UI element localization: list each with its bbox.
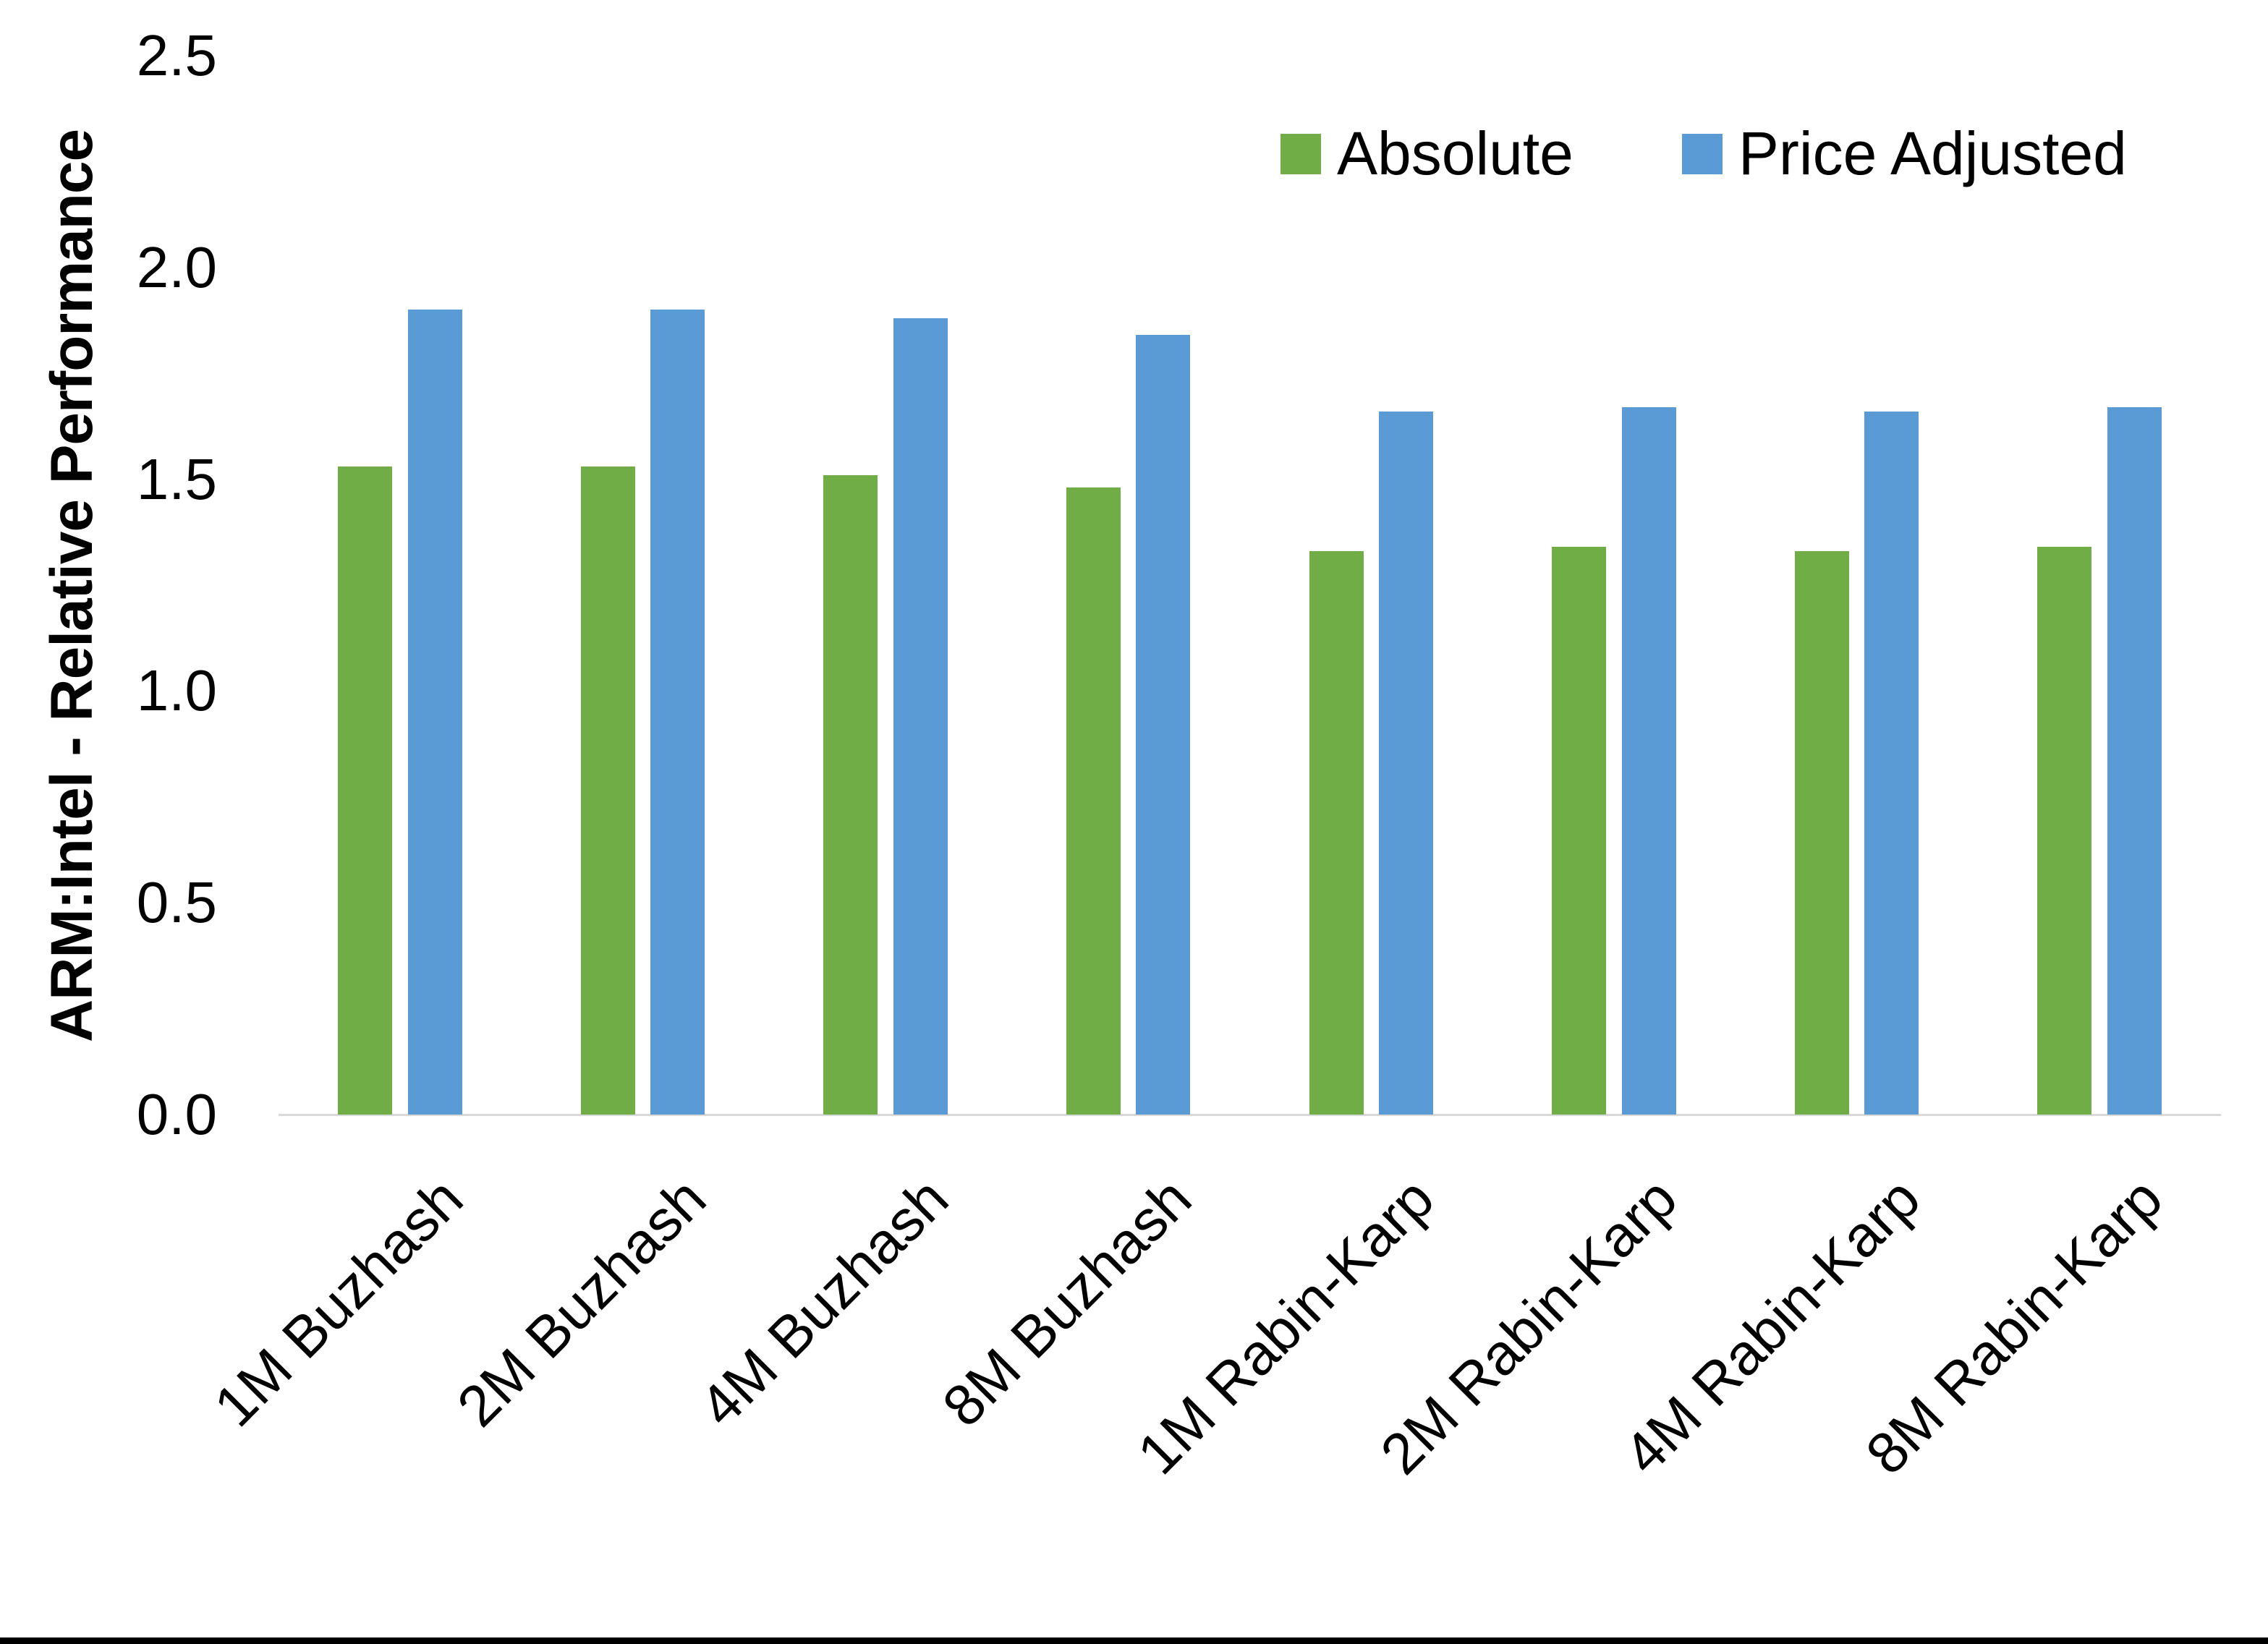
bar-absolute-8m-buzhash: [1066, 487, 1121, 1115]
legend: Absolute Price Adjusted: [1280, 119, 2127, 189]
bar-absolute-8m-rabin-karp: [2037, 547, 2092, 1115]
bar-price-adjusted-1m-buzhash: [407, 310, 462, 1115]
x-label-8m-buzhash: 8M Buzhash: [930, 1165, 1204, 1439]
bar-absolute-1m-rabin-karp: [1309, 551, 1364, 1115]
y-tick-label-1.0: 1.0: [136, 658, 217, 723]
bar-price-adjusted-2m-rabin-karp: [1621, 407, 1676, 1115]
legend-item-absolute: Absolute: [1280, 119, 1573, 189]
legend-label-price-adjusted: Price Adjusted: [1738, 119, 2127, 187]
legend-swatch-absolute: [1280, 133, 1321, 174]
bar-absolute-4m-rabin-karp: [1794, 551, 1849, 1115]
bar-price-adjusted-1m-rabin-karp: [1379, 411, 1434, 1115]
bar-price-adjusted-8m-rabin-karp: [2107, 407, 2162, 1115]
bar-price-adjusted-8m-buzhash: [1136, 335, 1191, 1115]
bar-absolute-2m-buzhash: [580, 467, 635, 1115]
y-tick-label-0.0: 0.0: [136, 1082, 217, 1146]
x-axis-line: [279, 1114, 2221, 1116]
x-label-4m-buzhash: 4M Buzhash: [687, 1165, 961, 1439]
x-label-1m-buzhash: 1M Buzhash: [202, 1165, 475, 1439]
bar-price-adjusted-4m-rabin-karp: [1864, 411, 1919, 1115]
bar-absolute-2m-rabin-karp: [1552, 547, 1607, 1115]
y-tick-label-1.5: 1.5: [136, 446, 217, 511]
bar-price-adjusted-4m-buzhash: [893, 318, 948, 1115]
legend-item-price-adjusted: Price Adjusted: [1681, 119, 2127, 189]
bar-absolute-4m-buzhash: [823, 474, 878, 1115]
legend-label-absolute: Absolute: [1337, 119, 1573, 187]
legend-swatch-price-adjusted: [1681, 133, 1723, 174]
x-label-2m-buzhash: 2M Buzhash: [444, 1165, 718, 1439]
bar-absolute-1m-buzhash: [338, 467, 392, 1115]
y-tick-label-2.0: 2.0: [136, 234, 217, 299]
bottom-border-bar: [0, 1637, 2268, 1644]
y-tick-label-2.5: 2.5: [136, 23, 217, 88]
bar-price-adjusted-2m-buzhash: [650, 310, 705, 1115]
y-tick-label-0.5: 0.5: [136, 870, 217, 935]
